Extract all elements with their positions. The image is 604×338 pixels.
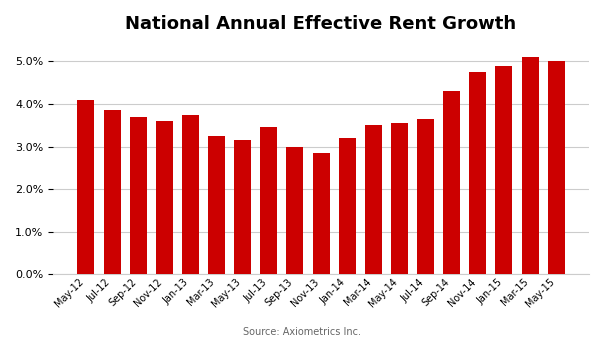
Bar [443,91,460,274]
Text: Source: Axiometrics Inc.: Source: Axiometrics Inc. [243,327,361,337]
Bar [469,72,486,274]
Bar [521,57,539,274]
Bar [208,136,225,274]
Bar [286,146,303,274]
Bar [77,100,94,274]
Bar [156,121,173,274]
Bar [234,140,251,274]
Title: National Annual Effective Rent Growth: National Annual Effective Rent Growth [126,15,516,33]
Bar [312,153,330,274]
Bar [103,110,121,274]
Bar [365,125,382,274]
Bar [182,115,199,274]
Bar [391,123,408,274]
Bar [130,117,147,274]
Bar [260,127,277,274]
Bar [417,119,434,274]
Bar [495,66,512,274]
Bar [548,62,565,274]
Bar [339,138,356,274]
